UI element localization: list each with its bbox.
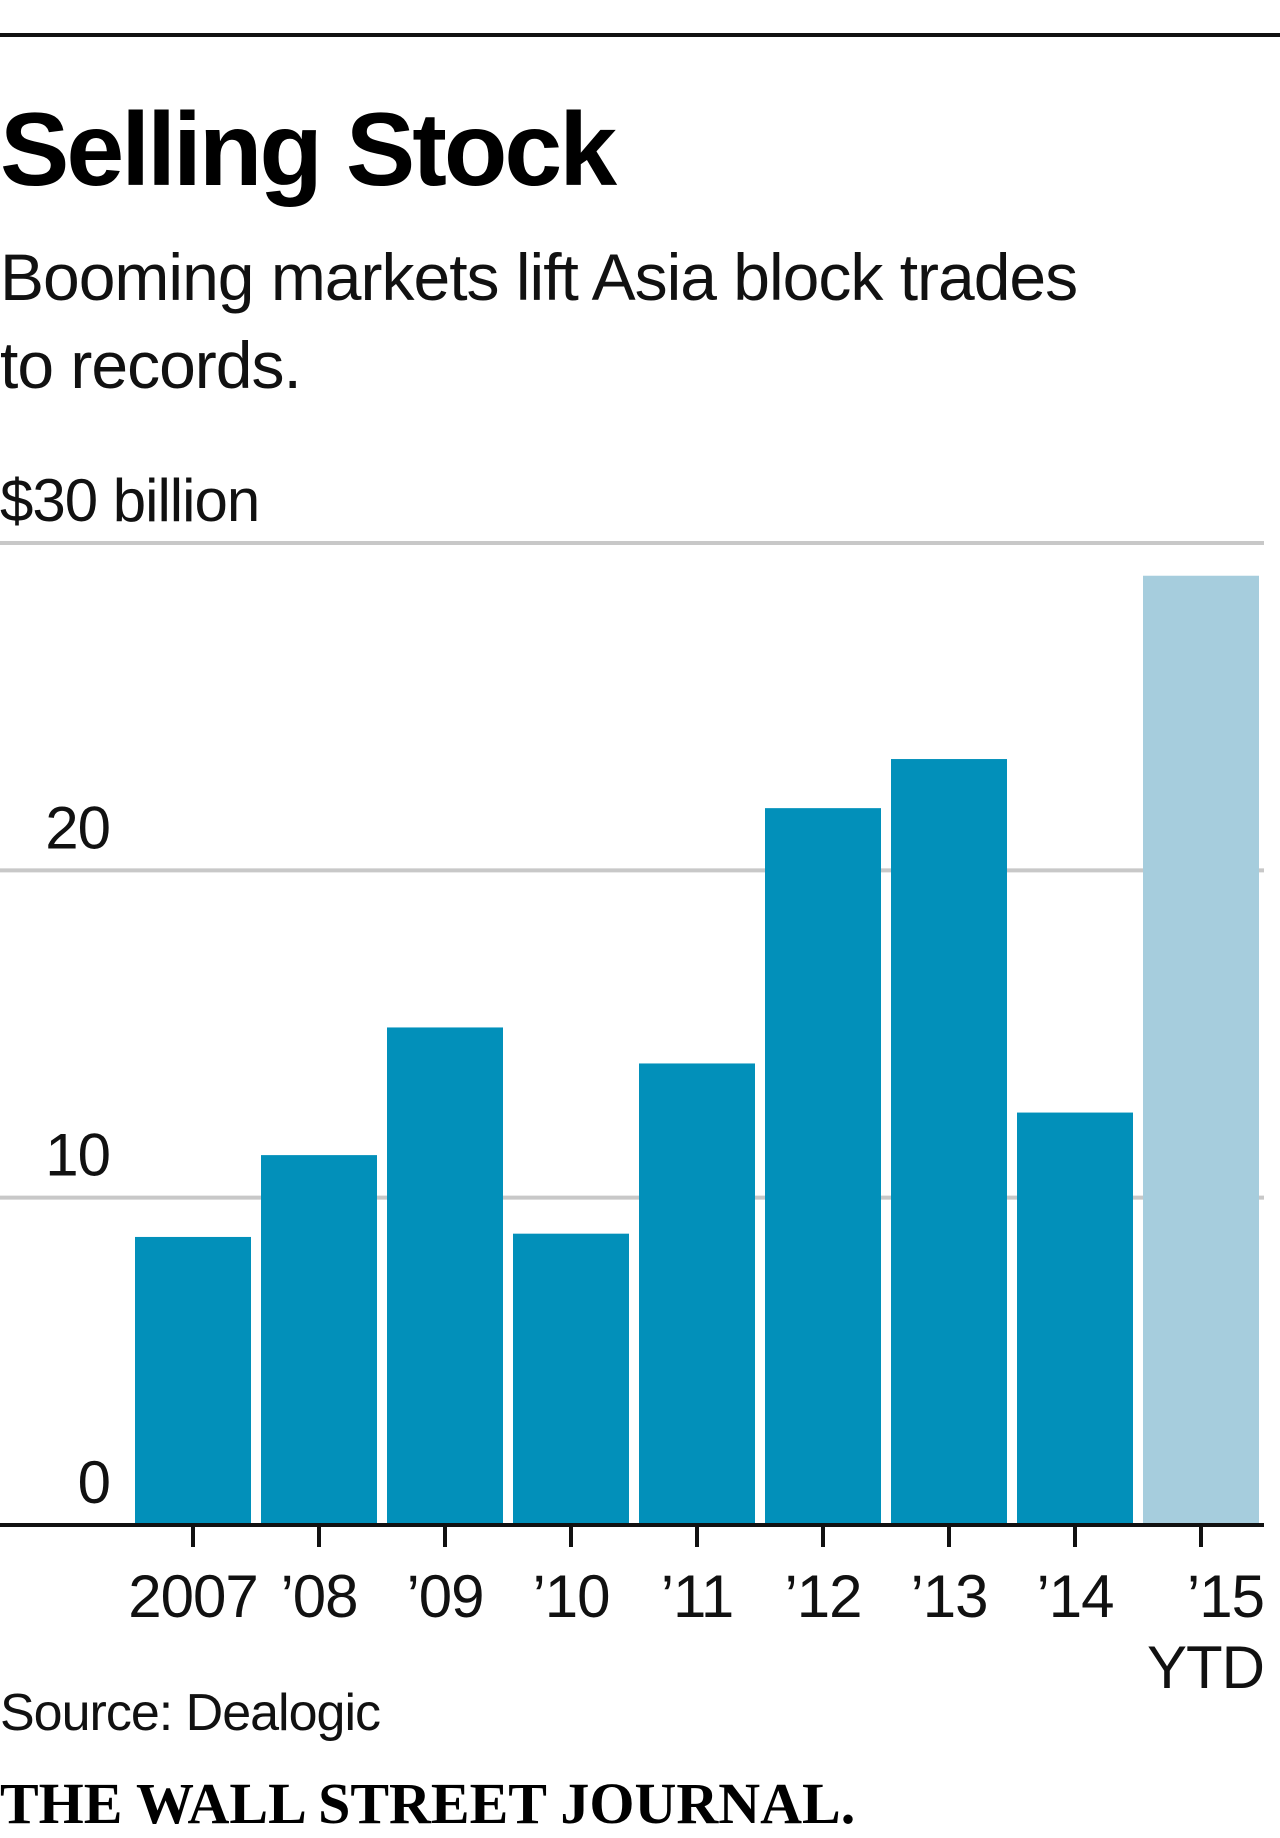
bar--13	[891, 759, 1007, 1525]
bar--15-YTD	[1143, 575, 1259, 1525]
bar--08	[261, 1155, 377, 1525]
chart-title: Selling Stock	[0, 92, 617, 208]
bar--14	[1017, 1112, 1133, 1525]
wsj-credit: THE WALL STREET JOURNAL.	[0, 1771, 855, 1836]
chart-subtitle-line-2: to records.	[0, 328, 301, 402]
bar-2007	[135, 1236, 251, 1525]
y-tick-label: 10	[45, 1122, 110, 1189]
x-tick-label: YTD	[1147, 1634, 1264, 1701]
x-tick-label: ’09	[406, 1563, 483, 1630]
x-tick-label: ’10	[532, 1563, 609, 1630]
x-tick-label: ’14	[1036, 1563, 1113, 1630]
bar--11	[639, 1063, 755, 1525]
x-tick-label: 2007	[128, 1563, 257, 1630]
bar--12	[765, 808, 881, 1525]
y-tick-label: 0	[78, 1449, 110, 1516]
y-axis-unit-label: $30 billion	[0, 467, 259, 534]
bar--10	[513, 1233, 629, 1525]
x-tick-label: ’12	[784, 1563, 861, 1630]
x-tick-label: ’15	[1187, 1563, 1264, 1630]
source-note: Source: Dealogic	[0, 1684, 380, 1742]
x-tick-label: ’11	[661, 1563, 734, 1630]
y-tick-label: 20	[45, 794, 110, 861]
x-tick-label: ’08	[280, 1563, 357, 1630]
chart-subtitle-line-1: Booming markets lift Asia block trades	[0, 240, 1077, 314]
x-tick-label: ’13	[910, 1563, 987, 1630]
bar--09	[387, 1027, 503, 1525]
